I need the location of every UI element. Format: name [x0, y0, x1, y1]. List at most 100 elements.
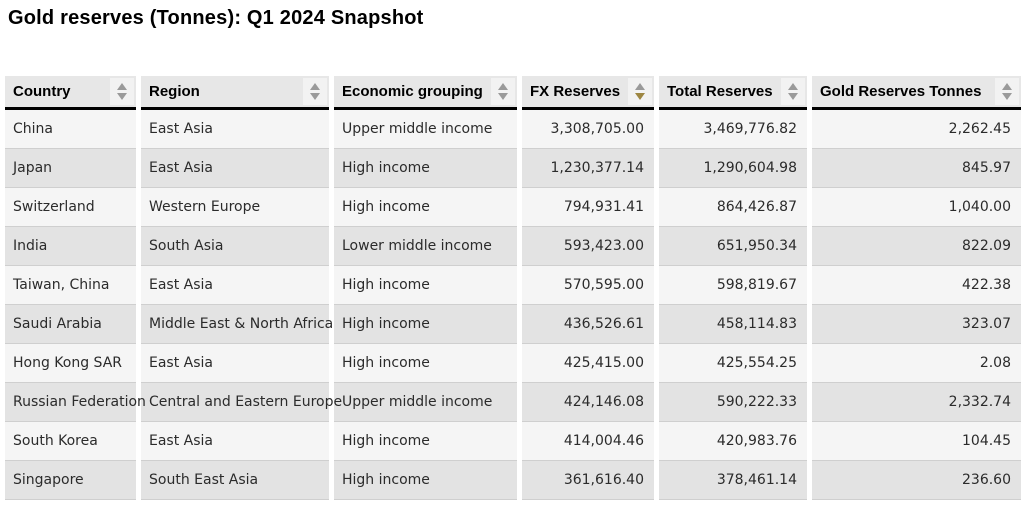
cell-country: Japan — [5, 149, 136, 188]
cell-country: India — [5, 227, 136, 266]
column-header-total-reserves[interactable]: Total Reserves — [659, 76, 807, 110]
cell-region: East Asia — [141, 344, 329, 383]
cell-fx-reserves: 570,595.00 — [522, 266, 654, 305]
cell-total-reserves: 651,950.34 — [659, 227, 807, 266]
sort-asc-icon — [1002, 83, 1012, 90]
sort-asc-icon — [635, 83, 645, 90]
table-row: Singapore South East Asia High income 361,6… — [5, 461, 1021, 500]
cell-region: South East Asia — [141, 461, 329, 500]
cell-economic-grouping: Upper middle income — [334, 110, 517, 149]
cell-economic-grouping: High income — [334, 188, 517, 227]
cell-total-reserves: 864,426.87 — [659, 188, 807, 227]
cell-region: East Asia — [141, 149, 329, 188]
column-header-economic-grouping[interactable]: Economic grouping — [334, 76, 517, 110]
cell-gold-reserves-tonnes: 236.60 — [812, 461, 1021, 500]
sort-desc-icon — [635, 93, 645, 100]
column-header-label: Gold Reserves Tonnes — [820, 83, 982, 100]
cell-region: East Asia — [141, 110, 329, 149]
cell-total-reserves: 378,461.14 — [659, 461, 807, 500]
cell-total-reserves: 420,983.76 — [659, 422, 807, 461]
sort-desc-icon — [117, 93, 127, 100]
column-header-country[interactable]: Country — [5, 76, 136, 110]
cell-total-reserves: 458,114.83 — [659, 305, 807, 344]
cell-fx-reserves: 593,423.00 — [522, 227, 654, 266]
sort-asc-icon — [788, 83, 798, 90]
sort-desc-icon — [788, 93, 798, 100]
gold-reserves-table: Country Region Economic grouping FX Reserve… — [0, 76, 1026, 500]
sort-control — [781, 78, 805, 105]
cell-country: China — [5, 110, 136, 149]
cell-region: Middle East & North Africa — [141, 305, 333, 344]
cell-country: Russian Federation — [5, 383, 146, 422]
cell-region: East Asia — [141, 266, 329, 305]
cell-region: East Asia — [141, 422, 329, 461]
cell-fx-reserves: 424,146.08 — [522, 383, 654, 422]
table-row: China East Asia Upper middle income 3,308,7… — [5, 110, 1021, 149]
sort-asc-icon — [310, 83, 320, 90]
column-header-region[interactable]: Region — [141, 76, 329, 110]
cell-country: Singapore — [5, 461, 136, 500]
table-row: Taiwan, China East Asia High income 570,595… — [5, 266, 1021, 305]
column-header-label: Country — [13, 83, 71, 100]
cell-gold-reserves-tonnes: 422.38 — [812, 266, 1021, 305]
cell-country: Switzerland — [5, 188, 136, 227]
cell-fx-reserves: 3,308,705.00 — [522, 110, 654, 149]
sort-control — [491, 78, 515, 105]
cell-country: Saudi Arabia — [5, 305, 136, 344]
sort-desc-icon — [498, 93, 508, 100]
table-row: India South Asia Lower middle income 593,42… — [5, 227, 1021, 266]
table-header: Country Region Economic grouping FX Reserve… — [5, 76, 1021, 110]
cell-region: Western Europe — [141, 188, 329, 227]
table-row: Saudi Arabia Middle East & North Africa Hi… — [5, 305, 1021, 344]
sort-desc-icon — [310, 93, 320, 100]
sort-control — [995, 78, 1019, 105]
column-header-label: FX Reserves — [530, 83, 621, 100]
sort-asc-icon — [498, 83, 508, 90]
cell-total-reserves: 1,290,604.98 — [659, 149, 807, 188]
cell-fx-reserves: 436,526.61 — [522, 305, 654, 344]
cell-economic-grouping: High income — [334, 461, 517, 500]
table-row: Japan East Asia High income 1,230,377.14 1,2… — [5, 149, 1021, 188]
cell-gold-reserves-tonnes: 822.09 — [812, 227, 1021, 266]
cell-gold-reserves-tonnes: 845.97 — [812, 149, 1021, 188]
column-header-gold-reserves-tonnes[interactable]: Gold Reserves Tonnes — [812, 76, 1021, 110]
cell-region: South Asia — [141, 227, 329, 266]
cell-total-reserves: 598,819.67 — [659, 266, 807, 305]
table-row: Hong Kong SAR East Asia High income 425,415… — [5, 344, 1021, 383]
cell-gold-reserves-tonnes: 2.08 — [812, 344, 1021, 383]
cell-country: South Korea — [5, 422, 136, 461]
sort-control — [628, 78, 652, 105]
cell-fx-reserves: 794,931.41 — [522, 188, 654, 227]
cell-economic-grouping: Upper middle income — [334, 383, 517, 422]
sort-control — [303, 78, 327, 105]
cell-gold-reserves-tonnes: 104.45 — [812, 422, 1021, 461]
cell-total-reserves: 425,554.25 — [659, 344, 807, 383]
cell-gold-reserves-tonnes: 1,040.00 — [812, 188, 1021, 227]
table-row: South Korea East Asia High income 414,004.4… — [5, 422, 1021, 461]
cell-fx-reserves: 425,415.00 — [522, 344, 654, 383]
cell-country: Taiwan, China — [5, 266, 136, 305]
cell-gold-reserves-tonnes: 2,262.45 — [812, 110, 1021, 149]
cell-fx-reserves: 414,004.46 — [522, 422, 654, 461]
cell-fx-reserves: 1,230,377.14 — [522, 149, 654, 188]
cell-economic-grouping: Lower middle income — [334, 227, 517, 266]
column-header-label: Region — [149, 83, 200, 100]
cell-economic-grouping: High income — [334, 344, 517, 383]
sort-desc-icon — [1002, 93, 1012, 100]
column-header-fx-reserves[interactable]: FX Reserves — [522, 76, 654, 110]
cell-gold-reserves-tonnes: 2,332.74 — [812, 383, 1021, 422]
table-row: Russian Federation Central and Eastern Eu… — [5, 383, 1021, 422]
cell-region: Central and Eastern Europe — [141, 383, 342, 422]
cell-total-reserves: 3,469,776.82 — [659, 110, 807, 149]
cell-economic-grouping: High income — [334, 266, 517, 305]
column-header-label: Total Reserves — [667, 83, 773, 100]
page-title: Gold reserves (Tonnes): Q1 2024 Snapshot — [8, 7, 424, 29]
cell-country: Hong Kong SAR — [5, 344, 136, 383]
sort-asc-icon — [117, 83, 127, 90]
cell-gold-reserves-tonnes: 323.07 — [812, 305, 1021, 344]
cell-economic-grouping: High income — [334, 422, 517, 461]
sort-control — [110, 78, 134, 105]
cell-economic-grouping: High income — [334, 305, 517, 344]
cell-total-reserves: 590,222.33 — [659, 383, 807, 422]
cell-economic-grouping: High income — [334, 149, 517, 188]
